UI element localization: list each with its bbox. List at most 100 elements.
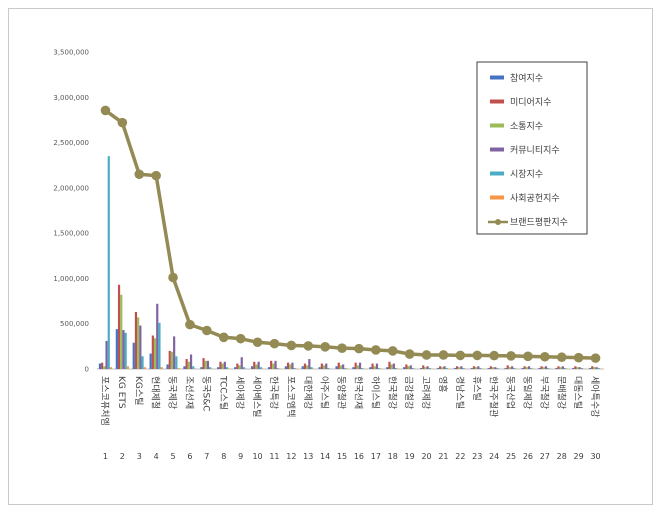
bar [234, 367, 237, 369]
y-tick-label: 1,000,000 [53, 275, 89, 283]
bar [308, 359, 311, 369]
line-point [303, 341, 314, 351]
y-tick-label: 2,500,000 [53, 139, 89, 147]
bar [107, 156, 110, 369]
bar [386, 367, 389, 369]
line-point [404, 349, 415, 359]
line-point [151, 170, 161, 181]
bar [588, 368, 592, 369]
bar [149, 353, 152, 369]
legend-label: 시장지수 [510, 169, 543, 180]
bar [597, 368, 600, 369]
line-point [100, 105, 111, 116]
bar [443, 366, 446, 369]
legend-swatch [490, 99, 504, 104]
x-category-label: 영흥 [437, 376, 449, 393]
x-index-label: 23 [472, 452, 482, 461]
line-point [134, 169, 145, 180]
x-category-label: 부국철강 [538, 376, 549, 409]
line-point [455, 350, 466, 361]
x-index-label: 8 [221, 452, 226, 461]
bar [139, 325, 142, 369]
bar [508, 367, 512, 369]
bar [242, 367, 246, 369]
bar [356, 365, 359, 369]
bar [591, 366, 594, 369]
x-category-label: 한국특강 [268, 376, 279, 409]
x-index-label: 25 [506, 452, 516, 461]
x-category-label: 세아특수강 [589, 376, 600, 417]
bar [101, 362, 104, 369]
bar [530, 368, 533, 369]
line-point [506, 351, 516, 361]
bar [177, 368, 180, 369]
x-index-label: 13 [303, 452, 313, 461]
bar [141, 356, 144, 369]
bar [527, 366, 531, 369]
bar [489, 366, 492, 369]
bar [168, 350, 171, 369]
bar [574, 366, 577, 369]
bar [200, 367, 203, 369]
bar [506, 365, 509, 369]
line-point [202, 325, 212, 336]
line-point [269, 338, 280, 349]
line-point [489, 350, 499, 361]
bar [320, 363, 323, 369]
bar [540, 366, 543, 369]
line-point [523, 351, 533, 362]
bar [204, 360, 207, 369]
bar [491, 367, 495, 369]
bar [259, 367, 262, 369]
bar [470, 368, 473, 369]
bar [274, 360, 277, 369]
x-index-label: 14 [320, 452, 330, 461]
bar [572, 368, 575, 369]
bar [335, 366, 338, 369]
bar [175, 356, 178, 369]
bar [253, 361, 256, 369]
x-category-label: 휴스틸 [471, 376, 482, 401]
x-index-label: 27 [540, 452, 550, 461]
bar [419, 368, 423, 369]
x-category-label: 동일제강 [521, 376, 532, 409]
bar [392, 363, 395, 369]
bar [411, 368, 415, 369]
x-category-label: 포스코엠텍 [285, 376, 297, 417]
x-index-label: 20 [421, 452, 431, 461]
bar [375, 363, 379, 369]
bar [378, 368, 381, 369]
bar [134, 311, 138, 369]
bar [291, 362, 294, 369]
bar [494, 367, 497, 369]
y-tick-label: 0 [85, 366, 89, 374]
bar [276, 368, 279, 369]
bar [267, 367, 271, 369]
bar [407, 366, 410, 369]
bar [358, 362, 362, 369]
bar [173, 336, 176, 369]
bar [339, 365, 343, 369]
bar [455, 366, 459, 369]
x-category-label: 금강철강 [403, 376, 414, 409]
x-index-label: 11 [269, 452, 279, 461]
line-point [117, 117, 128, 128]
x-index-label: 21 [438, 452, 448, 461]
x-index-label: 5 [171, 452, 176, 461]
bar [557, 366, 560, 369]
line-point [185, 319, 195, 330]
bar [538, 368, 541, 369]
y-tick-label: 1,500,000 [53, 230, 89, 238]
bar [103, 366, 106, 369]
bar [563, 368, 567, 369]
bar [422, 365, 425, 369]
x-category-label: 현대제철 [150, 376, 161, 409]
bar [371, 363, 374, 369]
bar [390, 364, 393, 369]
x-category-label: KG스틸 [133, 376, 144, 405]
legend-label: 사회공헌지수 [510, 193, 560, 204]
bar [160, 367, 163, 369]
bar-series-group [98, 156, 603, 369]
x-index-label: 22 [455, 452, 465, 461]
bar [373, 366, 376, 369]
